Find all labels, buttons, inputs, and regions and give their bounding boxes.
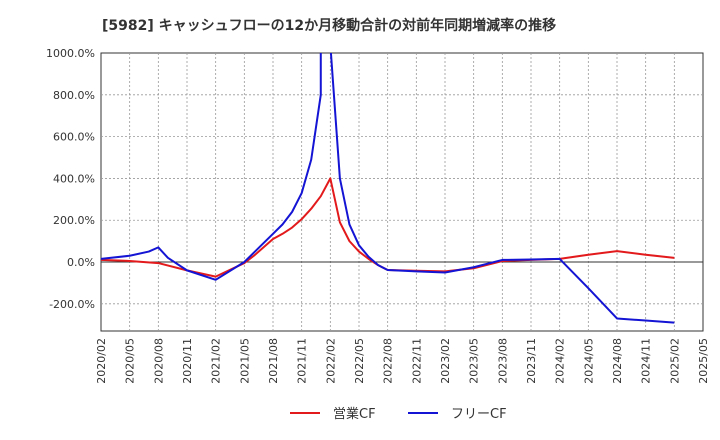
series-line-free-cf <box>101 53 675 324</box>
x-tick-label: 2024/02 <box>554 338 567 384</box>
x-tick-label: 2020/08 <box>152 338 165 384</box>
legend: 営業CF フリーCF <box>290 406 507 422</box>
y-axis: -200.0% 0.0% 200.0% 400.0% 600.0% 800.0% 1000.… <box>46 47 95 311</box>
x-tick-label: 2024/05 <box>582 338 595 384</box>
x-tick-label: 2022/05 <box>353 338 366 384</box>
x-tick-label: 2023/08 <box>496 338 509 384</box>
x-tick-label: 2020/05 <box>124 338 137 384</box>
x-tick-label: 2021/08 <box>267 338 280 384</box>
y-tick-label: 400.0% <box>53 172 95 185</box>
series-group <box>101 53 675 324</box>
x-tick-label: 2021/11 <box>296 338 309 384</box>
x-tick-label: 2024/08 <box>611 338 624 384</box>
y-tick-label: 1000.0% <box>46 47 95 60</box>
x-tick-label: 2022/08 <box>382 338 395 384</box>
x-tick-label: 2020/02 <box>95 338 108 384</box>
x-tick-label: 2023/02 <box>439 338 452 384</box>
x-tick-label: 2022/11 <box>410 338 423 384</box>
legend-label-free-cf: フリーCF <box>451 407 507 422</box>
x-tick-label: 2023/11 <box>525 338 538 384</box>
x-axis: 2020/02 2020/05 2020/08 2020/11 2021/02 2021/… <box>95 338 710 384</box>
x-tick-label: 2021/05 <box>238 338 251 384</box>
x-tick-label: 2025/05 <box>697 338 710 384</box>
legend-label-operating-cf: 営業CF <box>333 406 376 422</box>
chart-title: [5982] キャッシュフローの12か月移動合計の対前年同期増減率の推移 <box>102 17 556 34</box>
y-tick-label: -200.0% <box>49 298 95 311</box>
plot-area <box>100 52 704 332</box>
x-tick-label: 2022/02 <box>324 338 337 384</box>
y-tick-label: 600.0% <box>53 131 95 144</box>
x-tick-label: 2025/02 <box>668 338 681 384</box>
x-tick-label: 2023/05 <box>468 338 481 384</box>
y-tick-label: 200.0% <box>53 214 95 227</box>
x-tick-label: 2024/11 <box>640 338 653 384</box>
x-tick-label: 2020/11 <box>181 338 194 384</box>
x-tick-label: 2021/02 <box>210 338 223 384</box>
y-tick-label: 800.0% <box>53 89 95 102</box>
y-tick-label: 0.0% <box>67 256 95 269</box>
